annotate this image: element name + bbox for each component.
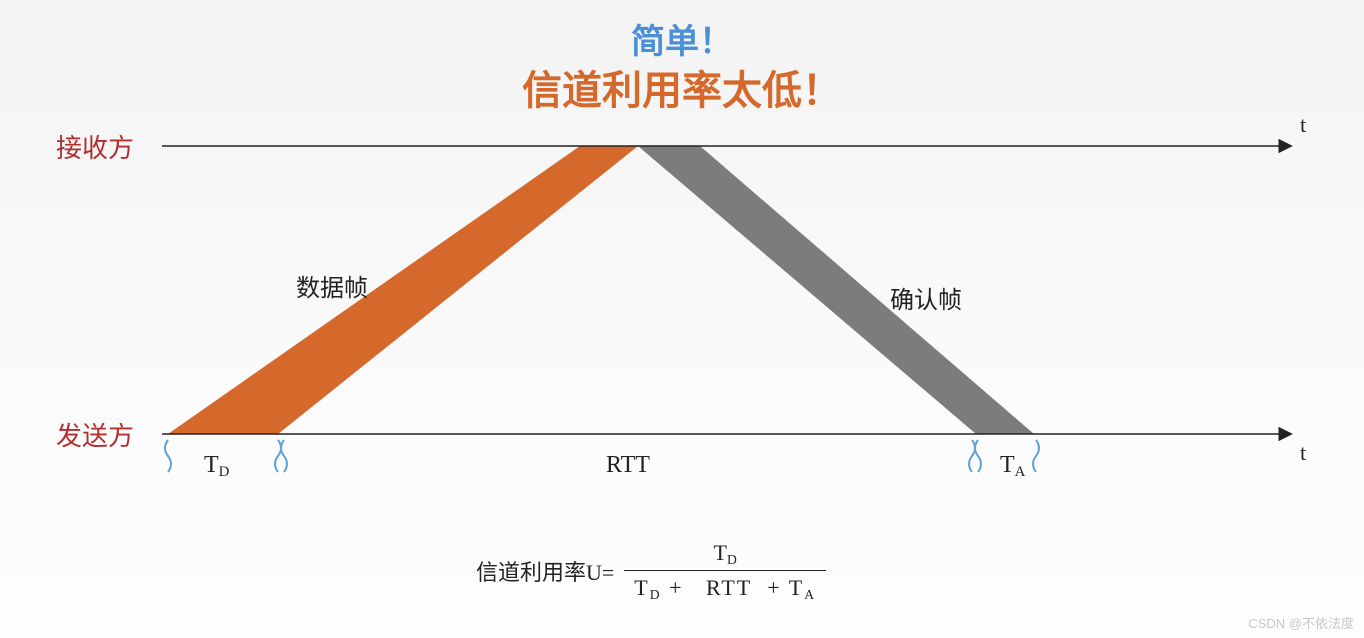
data-frame-label: 数据帧 [296, 268, 368, 303]
ack-frame-label: 确认帧 [890, 280, 962, 315]
receiver-t-label: t [1300, 112, 1306, 138]
sender-t-label: t [1300, 440, 1306, 466]
sender-label: 发送方 [56, 416, 134, 453]
ack-frame-band [638, 146, 1034, 434]
td-label: TD [204, 452, 229, 481]
data-frame-band [168, 146, 638, 434]
diagram-stage: { "canvas": { "width": 1364, "height": 6… [0, 0, 1364, 638]
formula-prefix: 信道利用率U= [476, 555, 614, 587]
rtt-label: RTT [606, 452, 650, 479]
utilization-formula: 信道利用率U= TD TD + RTT + TA [476, 540, 826, 603]
receiver-label: 接收方 [56, 128, 134, 165]
ta-label: TA [1000, 452, 1025, 481]
watermark: CSDN @不依法度 [1248, 613, 1354, 632]
formula-fraction: TD TD + RTT + TA [624, 540, 826, 603]
